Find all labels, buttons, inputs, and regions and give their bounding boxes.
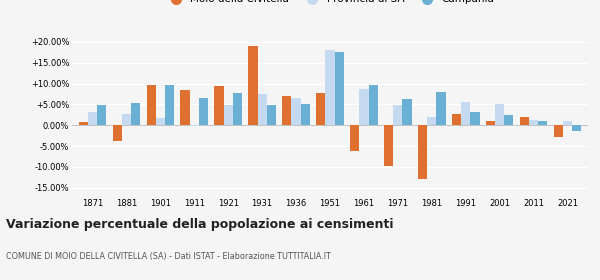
Bar bbox=[505, 115, 514, 125]
Bar bbox=[384, 125, 394, 166]
Bar bbox=[146, 85, 155, 125]
Bar bbox=[529, 120, 538, 125]
Bar bbox=[554, 125, 563, 137]
Bar bbox=[325, 50, 335, 125]
Bar bbox=[572, 125, 581, 131]
Bar bbox=[470, 112, 479, 125]
Bar bbox=[79, 122, 88, 125]
Bar bbox=[190, 125, 199, 126]
Text: Variazione percentuale della popolazione ai censimenti: Variazione percentuale della popolazione… bbox=[6, 218, 394, 231]
Bar bbox=[418, 125, 427, 179]
Bar bbox=[131, 103, 140, 125]
Bar bbox=[495, 104, 505, 125]
Bar bbox=[452, 114, 461, 125]
Bar bbox=[283, 96, 292, 125]
Bar bbox=[538, 121, 547, 125]
Bar bbox=[233, 93, 242, 125]
Bar bbox=[436, 92, 446, 125]
Bar bbox=[224, 105, 233, 125]
Text: COMUNE DI MOIO DELLA CIVITELLA (SA) - Dati ISTAT - Elaborazione TUTTITALIA.IT: COMUNE DI MOIO DELLA CIVITELLA (SA) - Da… bbox=[6, 252, 331, 261]
Bar bbox=[335, 52, 344, 125]
Bar bbox=[563, 121, 572, 125]
Bar bbox=[257, 94, 266, 125]
Bar bbox=[394, 105, 403, 125]
Bar bbox=[359, 88, 368, 125]
Bar bbox=[316, 93, 325, 125]
Bar bbox=[486, 121, 495, 125]
Bar bbox=[461, 102, 470, 125]
Bar bbox=[292, 98, 301, 125]
Bar bbox=[427, 117, 436, 125]
Bar bbox=[181, 90, 190, 125]
Bar bbox=[266, 105, 276, 125]
Bar bbox=[122, 114, 131, 125]
Bar bbox=[301, 104, 310, 125]
Bar bbox=[155, 118, 165, 125]
Bar bbox=[165, 85, 174, 125]
Bar bbox=[88, 112, 97, 125]
Bar bbox=[214, 86, 224, 125]
Bar bbox=[199, 98, 208, 125]
Bar bbox=[520, 117, 529, 125]
Bar bbox=[248, 46, 257, 125]
Bar bbox=[97, 105, 106, 125]
Bar bbox=[113, 125, 122, 141]
Bar bbox=[350, 125, 359, 151]
Bar bbox=[403, 99, 412, 125]
Legend: Moio della Civitella, Provincia di SA, Campania: Moio della Civitella, Provincia di SA, C… bbox=[161, 0, 499, 8]
Bar bbox=[368, 85, 377, 125]
